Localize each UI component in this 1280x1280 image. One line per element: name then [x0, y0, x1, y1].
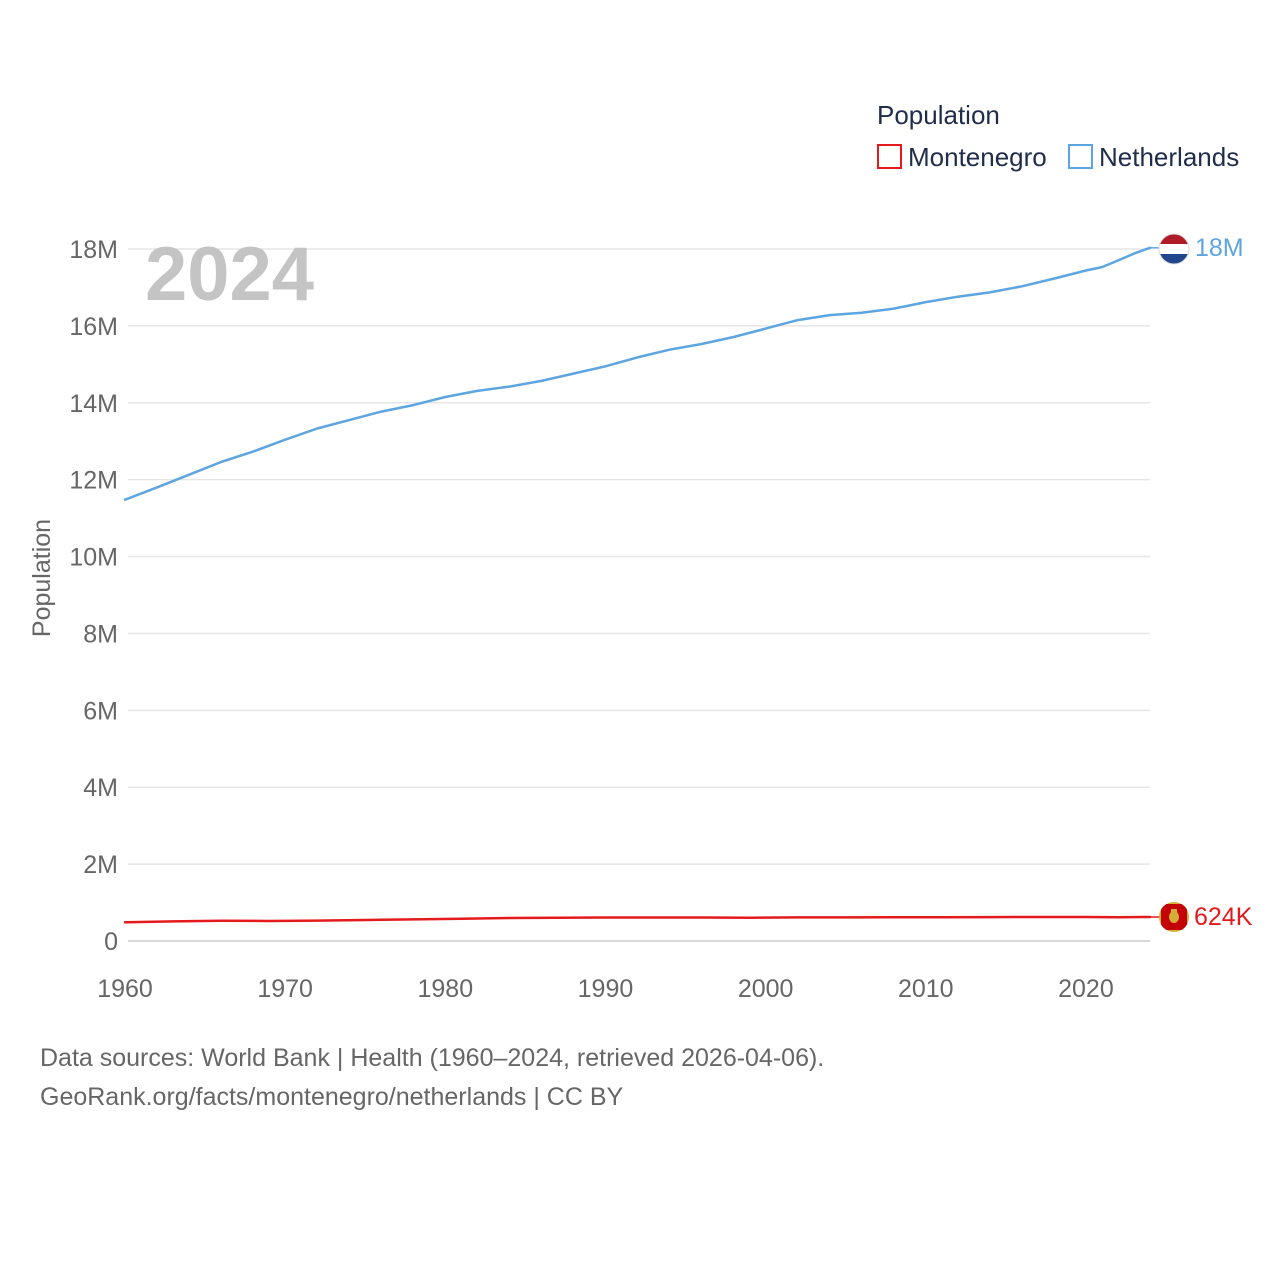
- legend-label-netherlands: Netherlands: [1099, 142, 1239, 172]
- series-line-montenegro[interactable]: [123, 915, 1152, 924]
- y-tick-label: 10M: [69, 544, 118, 572]
- y-axis-title: Population: [28, 519, 56, 637]
- netherlands-end-label: 18M: [1195, 234, 1244, 262]
- series-lines: [123, 246, 1159, 924]
- current-year-label: 2024: [145, 232, 314, 317]
- x-tick-label: 1990: [578, 975, 634, 1003]
- legend-title: Population: [877, 100, 1000, 130]
- y-tick-label: 16M: [69, 313, 118, 341]
- x-axis-ticks: 1960 1970 1980 1990 2000 2010 2020: [97, 975, 1114, 1003]
- y-tick-label: 14M: [69, 390, 118, 418]
- y-tick-label: 18M: [69, 236, 118, 264]
- x-tick-label: 1980: [418, 975, 474, 1003]
- y-tick-label: 12M: [69, 467, 118, 495]
- gridlines: [128, 248, 1150, 942]
- footer-attribution[interactable]: GeoRank.org/facts/montenegro/netherlands…: [40, 1083, 624, 1111]
- y-tick-label: 2M: [83, 851, 118, 879]
- legend: Population Montenegro Netherlands: [877, 100, 1239, 172]
- y-tick-label: 6M: [83, 697, 118, 725]
- y-tick-label: 0: [104, 928, 118, 956]
- x-tick-label: 2000: [738, 975, 794, 1003]
- series-line-netherlands[interactable]: [123, 246, 1152, 501]
- footer-sources: Data sources: World Bank | Health (1960–…: [40, 1044, 825, 1072]
- y-tick-label: 8M: [83, 620, 118, 648]
- y-axis-ticks: 0 2M 4M 6M 8M 10M 12M 14M 16M 18M: [69, 236, 118, 956]
- y-tick-label: 4M: [83, 774, 118, 802]
- netherlands-flag-border: [1158, 233, 1190, 265]
- legend-item-netherlands[interactable]: Netherlands: [1068, 142, 1239, 172]
- x-tick-label: 2020: [1058, 975, 1114, 1003]
- netherlands-flag-icon: [1159, 234, 1189, 264]
- legend-item-montenegro[interactable]: Montenegro: [877, 142, 1047, 172]
- x-tick-label: 2010: [898, 975, 954, 1003]
- legend-swatch-netherlands: [1068, 144, 1093, 169]
- montenegro-end-label: 624K: [1194, 903, 1253, 931]
- montenegro-flag-icon: [1159, 902, 1189, 932]
- x-tick-label: 1970: [257, 975, 313, 1003]
- legend-label-montenegro: Montenegro: [908, 142, 1047, 172]
- x-tick-label: 1960: [97, 975, 153, 1003]
- legend-swatch-montenegro: [877, 144, 902, 169]
